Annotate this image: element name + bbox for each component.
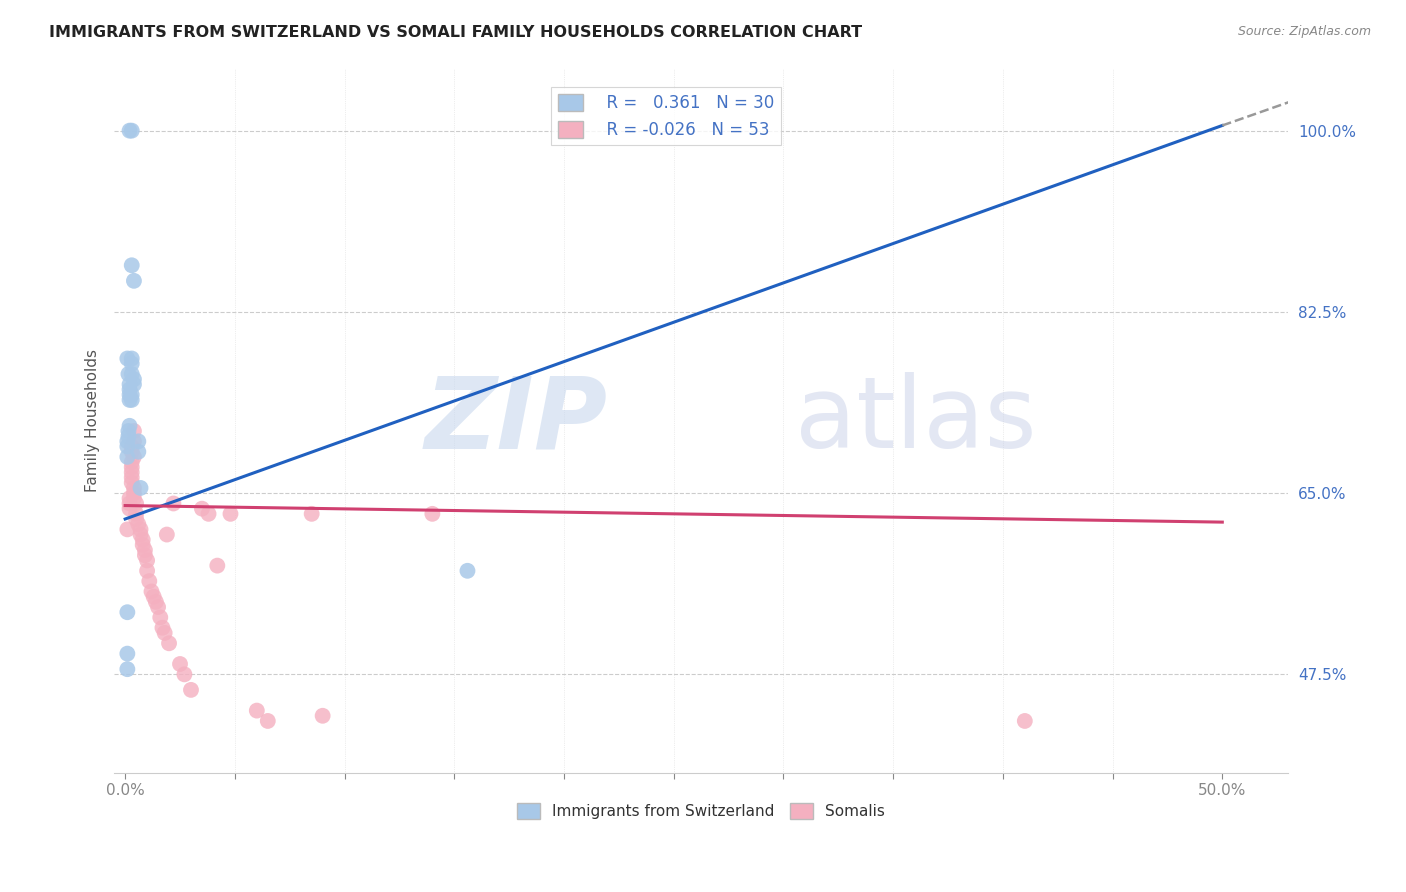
Point — [118, 496, 141, 510]
Point — [118, 501, 141, 516]
Point — [311, 708, 333, 723]
Point — [117, 605, 139, 619]
Point — [121, 258, 143, 272]
Point — [162, 496, 184, 510]
Point — [121, 460, 143, 475]
Point — [118, 491, 141, 506]
Point — [122, 424, 145, 438]
Point — [456, 564, 478, 578]
Point — [121, 367, 143, 381]
Point — [173, 667, 195, 681]
Point — [118, 377, 141, 392]
Point — [422, 507, 444, 521]
Point — [145, 595, 167, 609]
Point — [153, 626, 176, 640]
Point — [118, 388, 141, 402]
Point — [117, 522, 139, 536]
Point — [129, 522, 152, 536]
Point — [197, 507, 219, 521]
Point — [122, 491, 145, 506]
Point — [141, 584, 163, 599]
Point — [136, 553, 159, 567]
Point — [121, 123, 143, 137]
Point — [256, 714, 278, 728]
Point — [129, 527, 152, 541]
Y-axis label: Family Households: Family Households — [86, 349, 100, 492]
Point — [122, 481, 145, 495]
Point — [180, 682, 202, 697]
Text: atlas: atlas — [794, 372, 1036, 469]
Point — [122, 377, 145, 392]
Point — [157, 636, 180, 650]
Text: ZIP: ZIP — [425, 372, 607, 469]
Point — [121, 440, 143, 454]
Point — [219, 507, 242, 521]
Point — [132, 533, 155, 547]
Point — [127, 434, 149, 449]
Point — [142, 590, 165, 604]
Point — [117, 647, 139, 661]
Point — [121, 475, 143, 490]
Text: IMMIGRANTS FROM SWITZERLAND VS SOMALI FAMILY HOUSEHOLDS CORRELATION CHART: IMMIGRANTS FROM SWITZERLAND VS SOMALI FA… — [49, 25, 862, 40]
Point — [122, 486, 145, 500]
Point — [146, 600, 169, 615]
Point — [122, 372, 145, 386]
Text: Source: ZipAtlas.com: Source: ZipAtlas.com — [1237, 25, 1371, 38]
Point — [117, 429, 139, 443]
Point — [301, 507, 323, 521]
Point — [1014, 714, 1036, 728]
Point — [129, 481, 152, 495]
Point — [134, 543, 156, 558]
Point — [117, 450, 139, 464]
Point — [121, 444, 143, 458]
Point — [138, 574, 160, 589]
Point — [122, 450, 145, 464]
Point — [122, 434, 145, 449]
Point — [152, 621, 174, 635]
Point — [117, 351, 139, 366]
Point — [118, 418, 141, 433]
Point — [136, 564, 159, 578]
Point — [207, 558, 229, 573]
Point — [117, 434, 139, 449]
Point — [117, 367, 139, 381]
Point — [118, 392, 141, 407]
Point — [118, 123, 141, 137]
Point — [117, 662, 139, 676]
Point — [118, 383, 141, 397]
Point — [121, 455, 143, 469]
Point — [156, 527, 179, 541]
Point — [246, 704, 269, 718]
Point — [125, 512, 148, 526]
Point — [117, 440, 139, 454]
Point — [127, 444, 149, 458]
Point — [125, 507, 148, 521]
Point — [117, 424, 139, 438]
Legend: Immigrants from Switzerland, Somalis: Immigrants from Switzerland, Somalis — [512, 797, 891, 825]
Point — [191, 501, 214, 516]
Point — [121, 388, 143, 402]
Point — [127, 517, 149, 532]
Point — [169, 657, 191, 671]
Point — [121, 392, 143, 407]
Point — [121, 466, 143, 480]
Point — [125, 496, 148, 510]
Point — [122, 274, 145, 288]
Point — [121, 357, 143, 371]
Point — [132, 538, 155, 552]
Point — [121, 351, 143, 366]
Point — [121, 470, 143, 484]
Point — [134, 548, 156, 562]
Point — [149, 610, 172, 624]
